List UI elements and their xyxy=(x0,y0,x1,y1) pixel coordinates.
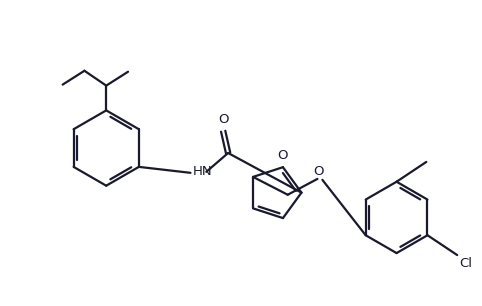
Text: Cl: Cl xyxy=(459,257,472,270)
Text: O: O xyxy=(313,165,324,178)
Text: HN: HN xyxy=(192,165,212,178)
Text: O: O xyxy=(218,113,228,126)
Text: O: O xyxy=(278,149,288,162)
